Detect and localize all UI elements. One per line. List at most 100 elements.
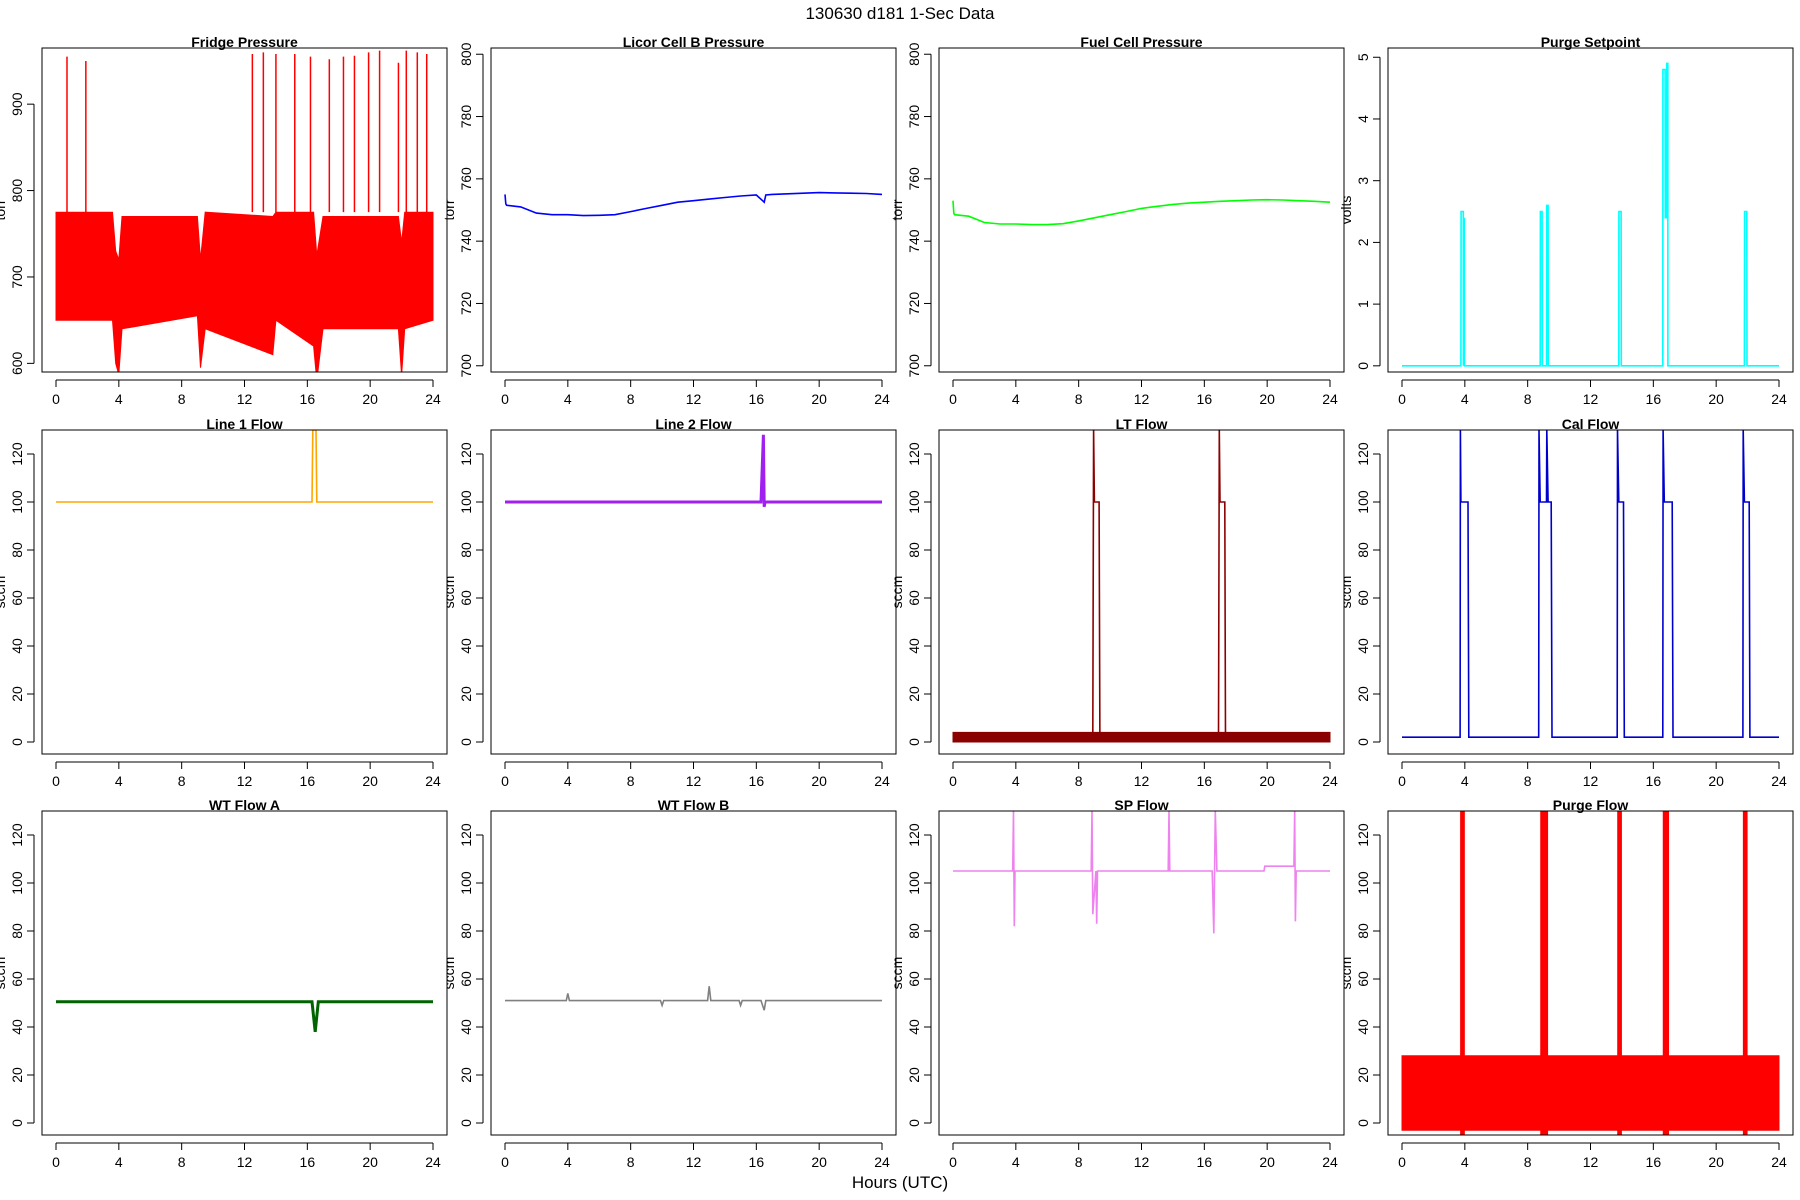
x-tick-label-0: 0: [1398, 773, 1406, 789]
x-tick-label-1: 4: [115, 391, 123, 407]
y-tick-label-2: 2: [1355, 238, 1371, 246]
x-tick-label-6: 24: [425, 391, 441, 407]
series-line: [953, 430, 1330, 743]
y-tick-label-6: 120: [9, 442, 25, 466]
y-tick-label-6: 120: [458, 823, 474, 847]
x-tick-label-6: 24: [1771, 773, 1787, 789]
y-tick-label-3: 60: [458, 590, 474, 606]
x-tick-label-5: 20: [811, 1154, 827, 1170]
panel-7: Cal Flow 0 4 8 12 16 20 24 0 20 40 60 80 100 120 sccm: [1338, 416, 1794, 789]
plot-area: [56, 430, 433, 503]
x-tick-label-5: 20: [362, 391, 378, 407]
plot-area: [1402, 62, 1779, 367]
x-tick-label-2: 8: [627, 1154, 635, 1170]
panel-6: LT Flow 0 4 8 12 16 20 24 0 20 40 60 80 100 120 sccm: [889, 416, 1345, 789]
plot-frame: [41, 429, 448, 755]
x-tick-label-5: 20: [1708, 1154, 1724, 1170]
panel-title: Purge Flow: [1553, 797, 1629, 813]
panel-title: Fridge Pressure: [191, 34, 298, 50]
y-axis-label: sccm: [0, 957, 8, 990]
plot-area: [953, 811, 1330, 934]
y-tick-label-6: 120: [906, 823, 922, 847]
x-tick-label-0: 0: [52, 773, 60, 789]
y-tick-label-4: 80: [906, 542, 922, 558]
x-tick-label-2: 8: [178, 391, 186, 407]
y-tick-label-3: 60: [906, 971, 922, 987]
y-tick-label-1: 20: [458, 686, 474, 702]
x-tick-label-5: 20: [1708, 391, 1724, 407]
x-tick-label-4: 16: [300, 1154, 316, 1170]
x-tick-label-3: 12: [1134, 773, 1150, 789]
x-tick-label-2: 8: [1075, 1154, 1083, 1170]
panel-title: Purge Setpoint: [1541, 34, 1641, 50]
x-tick-label-1: 4: [564, 773, 572, 789]
y-tick-label-2: 40: [906, 1019, 922, 1035]
x-tick-label-5: 20: [1259, 773, 1275, 789]
plot-area: [504, 191, 883, 217]
series-block-2: [1617, 811, 1622, 1135]
y-tick-label-4: 80: [9, 542, 25, 558]
x-tick-label-2: 8: [178, 773, 186, 789]
y-axis-label: torr: [0, 199, 8, 220]
y-tick-label-4: 4: [1355, 115, 1371, 123]
y-tick-label-2: 740: [906, 229, 922, 253]
plot-area: [1401, 811, 1780, 1135]
x-tick-label-3: 12: [237, 773, 253, 789]
y-tick-label-0: 0: [9, 738, 25, 746]
y-tick-label-5: 800: [906, 42, 922, 66]
x-tick-label-0: 0: [949, 1154, 957, 1170]
y-tick-label-2: 40: [9, 1019, 25, 1035]
x-tick-label-4: 16: [300, 391, 316, 407]
y-tick-label-3: 60: [1355, 590, 1371, 606]
y-tick-label-0: 0: [906, 738, 922, 746]
x-tick-label-3: 12: [237, 391, 253, 407]
plot-frame: [41, 810, 448, 1136]
x-tick-label-3: 12: [237, 1154, 253, 1170]
y-axis-label: sccm: [889, 957, 905, 990]
y-axis-label: sccm: [0, 576, 8, 609]
y-tick-label-0: 0: [1355, 738, 1371, 746]
series-block-4: [1742, 811, 1748, 1135]
y-tick-label-1: 1: [1355, 300, 1371, 308]
y-tick-label-4: 80: [1355, 542, 1371, 558]
plot-frame: [1387, 810, 1794, 1136]
y-tick-label-6: 120: [9, 823, 25, 847]
y-axis-label: sccm: [1338, 957, 1354, 990]
x-tick-label-6: 24: [425, 773, 441, 789]
y-tick-label-3: 60: [458, 971, 474, 987]
x-tick-label-6: 24: [874, 1154, 890, 1170]
x-tick-label-3: 12: [1583, 1154, 1599, 1170]
x-tick-label-3: 12: [1134, 1154, 1150, 1170]
plot-frame: [490, 47, 897, 373]
x-tick-label-1: 4: [1461, 773, 1469, 789]
y-tick-label-0: 0: [9, 1119, 25, 1127]
y-tick-label-3: 760: [906, 167, 922, 191]
series-block-3: [1662, 811, 1670, 1135]
y-tick-label-4: 80: [9, 923, 25, 939]
x-tick-label-1: 4: [115, 1154, 123, 1170]
x-tick-label-4: 16: [1646, 391, 1662, 407]
y-tick-label-1: 720: [458, 292, 474, 316]
panel-title: Cal Flow: [1562, 416, 1620, 432]
series-line: [505, 986, 882, 1011]
x-tick-label-0: 0: [501, 773, 509, 789]
plot-frame: [938, 47, 1345, 373]
y-tick-label-5: 5: [1355, 53, 1371, 61]
x-tick-label-4: 16: [749, 1154, 765, 1170]
x-tick-label-3: 12: [1583, 773, 1599, 789]
x-tick-label-6: 24: [1322, 1154, 1338, 1170]
y-tick-label-1: 20: [1355, 686, 1371, 702]
x-tick-label-2: 8: [1524, 773, 1532, 789]
x-tick-label-1: 4: [564, 1154, 572, 1170]
x-tick-label-2: 8: [1075, 391, 1083, 407]
y-axis-label: sccm: [1338, 576, 1354, 609]
y-axis-label: sccm: [889, 576, 905, 609]
plot-area: [505, 434, 882, 508]
y-tick-label-6: 120: [1355, 442, 1371, 466]
panel-5: Line 2 Flow 0 4 8 12 16 20 24 0 20 40 60 80 100 120 scc…: [441, 416, 897, 789]
x-tick-label-1: 4: [1461, 1154, 1469, 1170]
plot-area: [952, 198, 1331, 226]
y-axis-label: sccm: [441, 957, 457, 990]
x-tick-label-0: 0: [1398, 391, 1406, 407]
